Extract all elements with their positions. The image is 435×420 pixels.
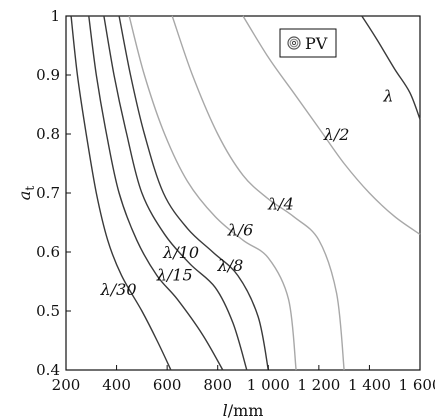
contour-line bbox=[103, 15, 248, 371]
y-tick-label: 0.7 bbox=[36, 184, 60, 202]
contour-line bbox=[242, 15, 421, 235]
x-tick-label: 1 400 bbox=[348, 376, 391, 394]
contour-label: λ/8 bbox=[217, 256, 244, 275]
x-tick-label: 1 000 bbox=[247, 376, 290, 394]
y-axis: 0.4 0.5 0.6 0.7 0.8 0.9 1 bbox=[36, 7, 71, 379]
legend-box bbox=[279, 28, 337, 58]
contour-line bbox=[361, 15, 421, 120]
x-tick-label: 200 bbox=[52, 376, 81, 394]
contour-label: λ/4 bbox=[267, 195, 294, 214]
x-axis-unit: /mm bbox=[228, 401, 264, 420]
legend: PV bbox=[279, 28, 337, 58]
y-tick-label: 0.8 bbox=[36, 125, 60, 143]
x-axis-variable: l bbox=[223, 401, 228, 420]
contour-curves bbox=[70, 15, 421, 371]
contour-legend-icon bbox=[287, 36, 301, 50]
x-axis-label: l/mm bbox=[223, 401, 264, 420]
contour-label: λ/30 bbox=[100, 280, 137, 299]
contour-line bbox=[70, 15, 172, 371]
x-tick-label: 400 bbox=[102, 376, 131, 394]
contour-label: λ/10 bbox=[162, 243, 199, 262]
contour-line bbox=[88, 15, 224, 371]
x-tick-label: 1 600 bbox=[399, 376, 435, 394]
y-tick-label: 0.6 bbox=[36, 243, 60, 261]
x-axis: 200 400 600 800 1 000 1 200 1 400 1 600 bbox=[52, 365, 435, 394]
legend-label: PV bbox=[305, 34, 328, 53]
contour-label: λ/15 bbox=[156, 265, 193, 284]
y-axis-subscript: t bbox=[23, 186, 37, 191]
y-tick-label: 0.4 bbox=[36, 361, 60, 379]
contour-line bbox=[128, 15, 297, 371]
contour-label: λ bbox=[382, 87, 393, 106]
contour-label: λ/2 bbox=[323, 125, 350, 144]
contour-labels: λ/30 λ/15 λ/10 λ/8 λ/6 λ/4 λ/2 λ bbox=[100, 87, 394, 300]
x-tick-label: 600 bbox=[153, 376, 182, 394]
y-tick-label: 0.5 bbox=[36, 302, 60, 320]
y-tick-label: 1 bbox=[50, 7, 60, 25]
x-tick-label: 1 200 bbox=[297, 376, 340, 394]
x-tick-label: 800 bbox=[203, 376, 232, 394]
plot-area: λ/30 λ/15 λ/10 λ/8 λ/6 λ/4 λ/2 λ bbox=[65, 15, 421, 371]
contour-label: λ/6 bbox=[227, 221, 254, 240]
contour-line bbox=[171, 15, 345, 371]
y-axis-label: at bbox=[15, 186, 37, 201]
y-axis-variable: a bbox=[15, 191, 34, 201]
contour-line bbox=[118, 15, 269, 371]
y-tick-label: 0.9 bbox=[36, 66, 60, 84]
